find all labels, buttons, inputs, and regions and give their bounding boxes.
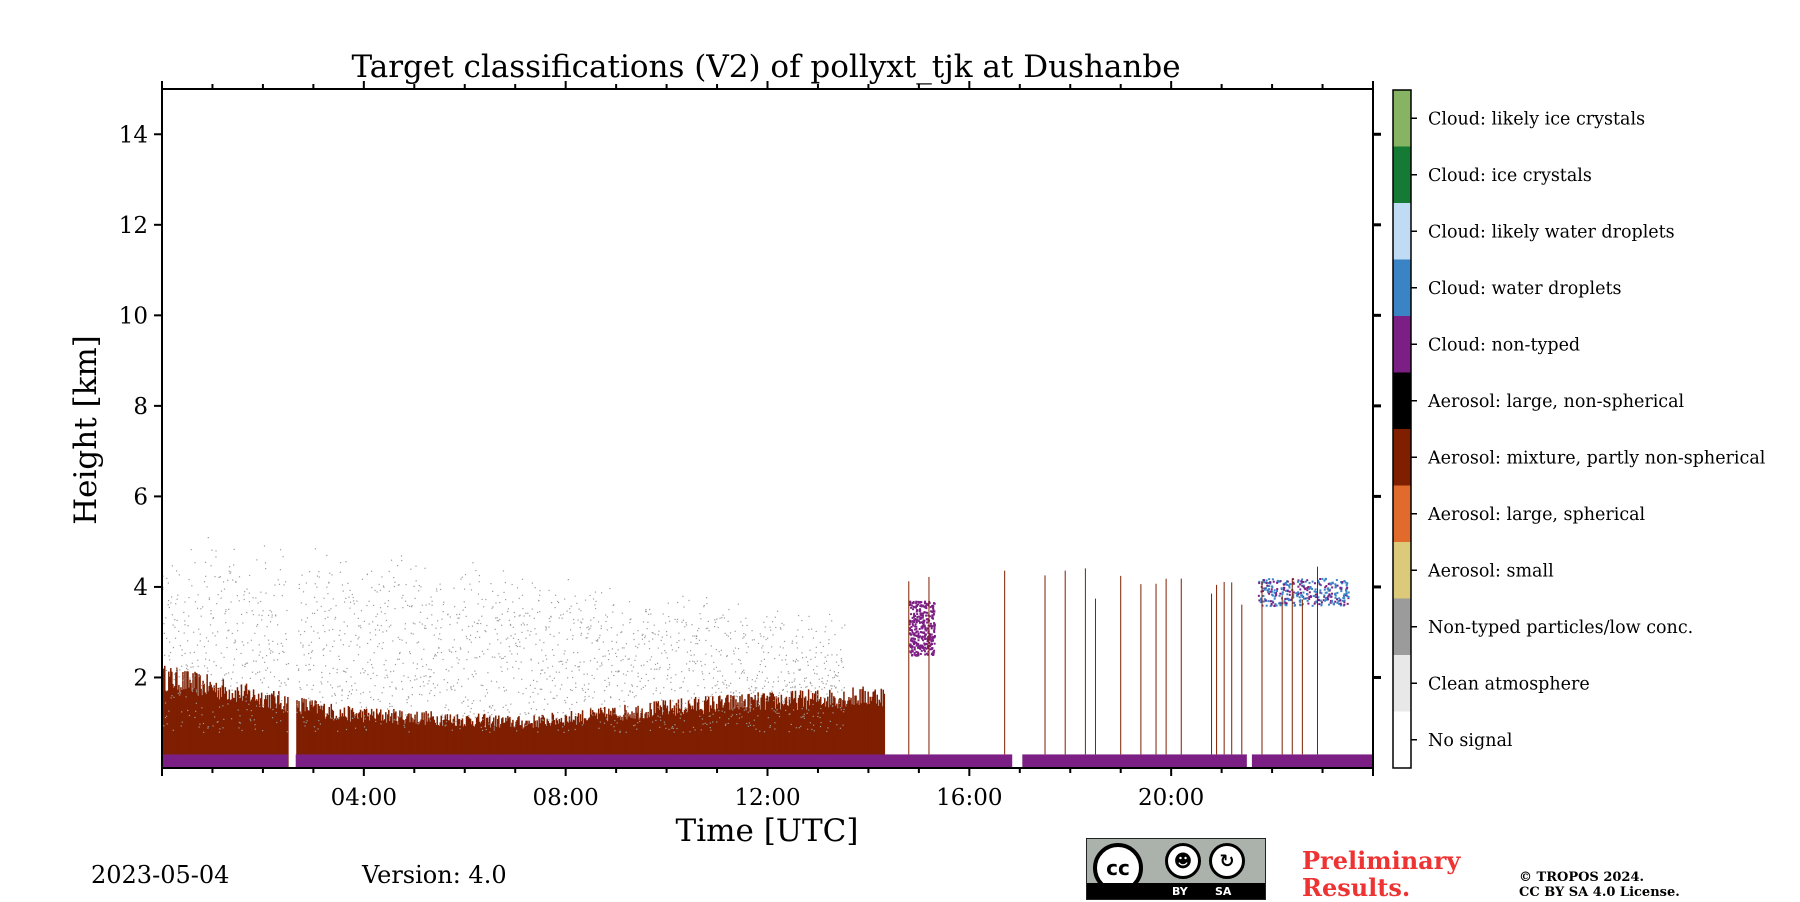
colorbar-swatch: [1393, 259, 1411, 316]
x-tick-label: 08:00: [533, 785, 599, 811]
cc-license-badge: cc ☻ ↻ BY SA: [1086, 838, 1266, 900]
colorbar-label: Aerosol: small: [1427, 561, 1554, 581]
y-tick-label: 14: [119, 122, 148, 148]
y-tick-label: 4: [133, 575, 148, 601]
colorbar-swatch: [1393, 372, 1411, 429]
axes: 04:00 08:00 12:00 16:00 20:00 2 4 6 8 10 12 14: [119, 81, 1381, 811]
region-non-typed-particles-low-conc-: [162, 537, 846, 733]
colorbar-label: Cloud: non-typed: [1428, 335, 1580, 355]
colorbar-swatch: [1393, 655, 1411, 712]
colorbar-label: Cloud: likely ice crystals: [1428, 109, 1645, 129]
preliminary-line-1: Preliminary: [1302, 846, 1461, 875]
sa-label: SA: [1215, 885, 1232, 898]
colorbar-swatch: [1393, 146, 1411, 203]
colorbar-label: Cloud: ice crystals: [1428, 166, 1592, 186]
copyright-line-2: CC BY SA 4.0 License.: [1519, 885, 1680, 900]
by-label: BY: [1172, 885, 1188, 898]
colorbar-swatch: [1393, 485, 1411, 542]
plot-area: [162, 537, 1373, 768]
colorbar-legend: No signal Clean atmosphere Non-typed parti…: [1392, 89, 1766, 769]
colorbar-label: Non-typed particles/low conc.: [1428, 618, 1693, 638]
region-cloud-water-droplets: [1257, 577, 1350, 608]
colorbar-swatch: [1393, 203, 1411, 260]
colorbar-label: Aerosol: mixture, partly non-spherical: [1427, 448, 1766, 468]
y-tick-label: 10: [119, 303, 148, 329]
region-cloud-non-typed: [162, 754, 1373, 768]
version-label: Version: 4.0: [362, 861, 507, 889]
region-cloud-non-typed: [908, 600, 936, 657]
x-tick-label: 16:00: [936, 785, 1002, 811]
colorbar-swatch: [1393, 90, 1411, 147]
y-tick-label: 12: [119, 213, 148, 239]
x-tick-label: 12:00: [734, 785, 800, 811]
y-tick-label: 8: [133, 394, 148, 420]
y-tick-label: 6: [133, 484, 148, 510]
copyright-line-1: © TROPOS 2024.: [1519, 870, 1645, 885]
badge-band: [1087, 883, 1265, 899]
colorbar-swatch: [1393, 316, 1411, 373]
colorbar-swatch: [1393, 598, 1411, 655]
x-tick-label: 20:00: [1138, 785, 1204, 811]
region-aerosol-mixture-partly-non-spherical: [162, 665, 886, 768]
y-tick-label: 2: [133, 665, 148, 691]
share-alike-icon: ↻: [1209, 843, 1245, 879]
colorbar-swatch: [1393, 711, 1411, 768]
x-tick-label: 04:00: [331, 785, 397, 811]
y-axis-label: Height [km]: [68, 335, 104, 525]
plot-frame: [161, 88, 1374, 769]
copyright-notice: © TROPOS 2024. CC BY SA 4.0 License.: [1519, 870, 1680, 900]
colorbar-swatch: [1393, 429, 1411, 486]
colorbar-swatch: [1393, 542, 1411, 599]
colorbar-label: Cloud: likely water droplets: [1428, 222, 1675, 242]
colorbar-label: No signal: [1428, 731, 1513, 751]
attribution-icon: ☻: [1165, 843, 1201, 879]
colorbar-label: Aerosol: large, non-spherical: [1427, 392, 1685, 412]
preliminary-notice: Preliminary Results.: [1302, 847, 1460, 901]
colorbar-label: Clean atmosphere: [1428, 674, 1590, 694]
colorbar-label: Aerosol: large, spherical: [1427, 505, 1646, 525]
chart-title: Target classifications (V2) of pollyxt_t…: [351, 49, 1180, 85]
aerosol-traces: [908, 566, 1318, 755]
colorbar-label: Cloud: water droplets: [1428, 279, 1621, 299]
preliminary-line-2: Results.: [1302, 873, 1411, 902]
date-label: 2023-05-04: [91, 861, 230, 889]
x-axis-label: Time [UTC]: [676, 813, 859, 849]
